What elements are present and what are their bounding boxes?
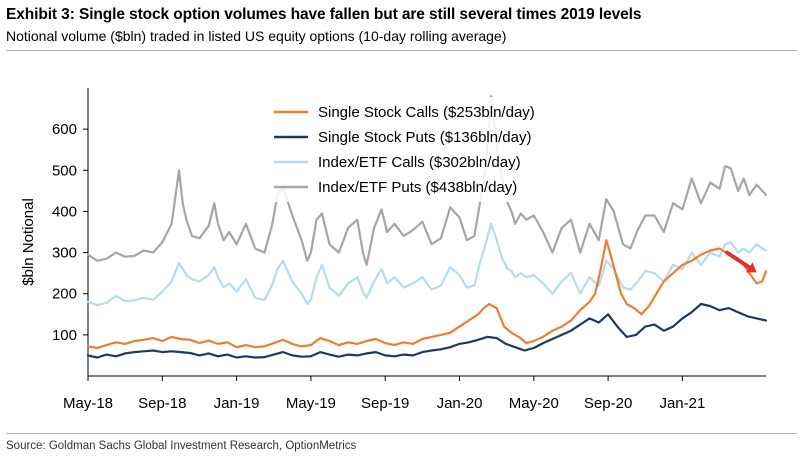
chart-title: Exhibit 3: Single stock option volumes h… bbox=[6, 6, 642, 23]
chart-subtitle: Notional volume ($bln) traded in listed … bbox=[6, 28, 507, 44]
series-line-index-etf-puts bbox=[86, 95, 768, 266]
legend-background bbox=[266, 97, 596, 202]
series-layer bbox=[86, 95, 768, 359]
y-tick-label: 400 bbox=[52, 203, 77, 220]
arrow-head bbox=[745, 262, 757, 273]
source-note: Source: Goldman Sachs Global Investment … bbox=[6, 440, 357, 452]
arrow-shaft bbox=[724, 250, 752, 270]
y-tick-label: 200 bbox=[52, 286, 77, 303]
y-tick-label: 300 bbox=[52, 245, 77, 262]
x-tick-label: Jan-20 bbox=[437, 395, 483, 412]
series-line-single-stock-puts bbox=[86, 302, 768, 359]
legend-label: Index/ETF Puts ($438bln/day) bbox=[318, 179, 517, 196]
x-tick-label: May-18 bbox=[63, 395, 113, 412]
x-tick-label: Jan-19 bbox=[214, 395, 260, 412]
y-axis-title: $bln Notional bbox=[20, 198, 37, 286]
y-tick-label: 500 bbox=[52, 162, 77, 179]
bottom-divider bbox=[6, 433, 797, 434]
x-tick-label: May-19 bbox=[286, 395, 336, 412]
annotation-layer bbox=[724, 250, 757, 273]
legend-label: Index/ETF Calls ($302bln/day) bbox=[318, 154, 521, 171]
y-tick-label: 100 bbox=[52, 327, 77, 344]
x-tick-label: Jan-21 bbox=[659, 395, 705, 412]
y-tick-label: 600 bbox=[52, 121, 77, 138]
top-divider bbox=[6, 50, 797, 51]
legend: Single Stock Calls ($253bln/day) Single S… bbox=[266, 97, 596, 202]
axes: 100 200 300 400 500 600 May-18 Sep-18 Jan-19 May-… bbox=[20, 88, 766, 412]
series-line-single-stock-calls bbox=[86, 239, 768, 350]
x-tick-label: May-20 bbox=[509, 395, 559, 412]
x-tick-label: Sep-19 bbox=[361, 395, 409, 412]
series-line-index-etf-calls bbox=[86, 222, 768, 307]
legend-label: Single Stock Puts ($136bln/day) bbox=[318, 129, 531, 146]
x-tick-label: Sep-20 bbox=[584, 395, 632, 412]
x-tick-label: Sep-18 bbox=[138, 395, 186, 412]
legend-label: Single Stock Calls ($253bln/day) bbox=[318, 104, 535, 121]
